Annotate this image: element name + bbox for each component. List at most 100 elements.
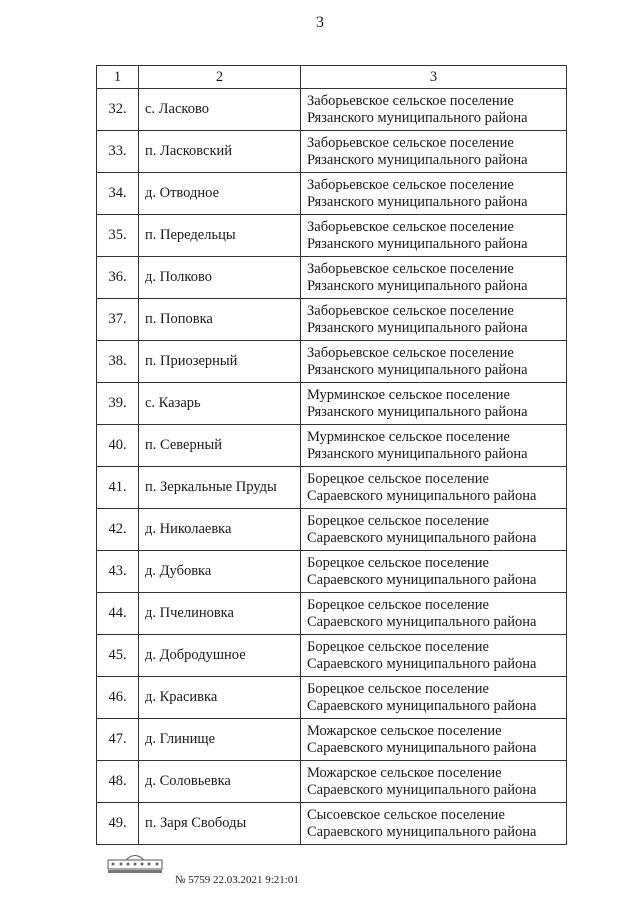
municipality: Заборьевское сельское поселение Рязанског… — [300, 88, 567, 131]
municipality-line-2: Сараевского муниципального района — [307, 655, 537, 672]
municipality: Борецкое сельское поселение Сараевского м… — [300, 550, 567, 593]
settlement-name: п. Приозерный — [138, 340, 301, 383]
municipality-line-2: Рязанского муниципального района — [307, 361, 528, 378]
municipality: Заборьевское сельское поселение Рязанског… — [300, 340, 567, 383]
municipality-line-1: Заборьевское сельское поселение — [307, 134, 514, 151]
settlement-name: д. Соловьевка — [138, 760, 301, 803]
municipality-line-2: Сараевского муниципального района — [307, 697, 537, 714]
settlement-name: д. Глинище — [138, 718, 301, 761]
row-number: 38. — [96, 340, 139, 383]
municipality-line-2: Рязанского муниципального района — [307, 193, 528, 210]
municipality-line-1: Заборьевское сельское поселение — [307, 260, 514, 277]
municipality-line-1: Мурминское сельское поселение — [307, 428, 510, 445]
row-number: 37. — [96, 298, 139, 341]
settlement-name: д. Николаевка — [138, 508, 301, 551]
municipality: Мурминское сельское поселение Рязанского … — [300, 424, 567, 467]
settlement-name: с. Ласково — [138, 88, 301, 131]
municipality: Борецкое сельское поселение Сараевского м… — [300, 508, 567, 551]
municipality-line-1: Борецкое сельское поселение — [307, 554, 489, 571]
municipality: Борецкое сельское поселение Сараевского м… — [300, 466, 567, 509]
row-number: 47. — [96, 718, 139, 761]
municipality: Борецкое сельское поселение Сараевского м… — [300, 592, 567, 635]
row-number: 44. — [96, 592, 139, 635]
table-row: 32. с. Ласково Заборьевское сельское посел… — [96, 88, 567, 131]
municipality-line-2: Сараевского муниципального района — [307, 781, 537, 798]
municipality-line-2: Сараевского муниципального района — [307, 571, 537, 588]
municipality-line-1: Сысоевское сельское поселение — [307, 806, 505, 823]
settlement-name: с. Казарь — [138, 382, 301, 425]
registration-stamp: № 5759 22.03.2021 9:21:01 — [175, 874, 299, 886]
municipality: Заборьевское сельское поселение Рязанског… — [300, 298, 567, 341]
municipality-line-2: Рязанского муниципального района — [307, 445, 528, 462]
table-row: 38. п. Приозерный Заборьевское сельское по… — [96, 340, 567, 383]
municipality-line-1: Мурминское сельское поселение — [307, 386, 510, 403]
row-number: 40. — [96, 424, 139, 467]
table-row: 47. д. Глинище Можарское сельское поселени… — [96, 718, 567, 761]
municipality-line-2: Сараевского муниципального района — [307, 487, 537, 504]
table-row: 49. п. Заря Свободы Сысоевское сельское по… — [96, 802, 567, 845]
row-number: 35. — [96, 214, 139, 257]
settlement-name: д. Дубовка — [138, 550, 301, 593]
header-col-1: 1 — [96, 65, 139, 89]
municipality-line-1: Борецкое сельское поселение — [307, 680, 489, 697]
municipality-line-2: Рязанского муниципального района — [307, 109, 528, 126]
municipality-line-1: Заборьевское сельское поселение — [307, 302, 514, 319]
municipality: Борецкое сельское поселение Сараевского м… — [300, 634, 567, 677]
municipality: Сысоевское сельское поселение Сараевского… — [300, 802, 567, 845]
row-number: 43. — [96, 550, 139, 593]
row-number: 48. — [96, 760, 139, 803]
row-number: 36. — [96, 256, 139, 299]
municipality: Мурминское сельское поселение Рязанского … — [300, 382, 567, 425]
settlement-name: п. Поповка — [138, 298, 301, 341]
municipality-line-2: Сараевского муниципального района — [307, 613, 537, 630]
row-number: 45. — [96, 634, 139, 677]
municipality-line-2: Рязанского муниципального района — [307, 235, 528, 252]
header-col-2: 2 — [138, 65, 301, 89]
row-number: 39. — [96, 382, 139, 425]
row-number: 46. — [96, 676, 139, 719]
table-row: 34. д. Отводное Заборьевское сельское посе… — [96, 172, 567, 215]
municipality: Можарское сельское поселение Сараевского … — [300, 760, 567, 803]
table-header-row: 1 2 3 — [96, 65, 567, 89]
municipality: Заборьевское сельское поселение Рязанског… — [300, 130, 567, 173]
settlements-table: 1 2 3 32. с. Ласково Заборьевское сельское… — [96, 65, 567, 845]
municipality-line-2: Сараевского муниципального района — [307, 823, 537, 840]
table-row: 41. п. Зеркальные Пруды Борецкое сельское … — [96, 466, 567, 509]
municipality-line-2: Рязанского муниципального района — [307, 277, 528, 294]
header-col-3: 3 — [300, 65, 567, 89]
municipality-line-1: Заборьевское сельское поселение — [307, 176, 514, 193]
row-number: 32. — [96, 88, 139, 131]
settlement-name: д. Отводное — [138, 172, 301, 215]
table-row: 37. п. Поповка Заборьевское сельское посел… — [96, 298, 567, 341]
table-row: 33. п. Ласковский Заборьевское сельское по… — [96, 130, 567, 173]
municipality-line-2: Рязанского муниципального района — [307, 319, 528, 336]
municipality: Заборьевское сельское поселение Рязанског… — [300, 256, 567, 299]
municipality: Можарское сельское поселение Сараевского … — [300, 718, 567, 761]
row-number: 42. — [96, 508, 139, 551]
municipality-line-1: Борецкое сельское поселение — [307, 470, 489, 487]
row-number: 41. — [96, 466, 139, 509]
municipality-line-1: Заборьевское сельское поселение — [307, 218, 514, 235]
building-logo-icon — [107, 855, 163, 873]
table-row: 46. д. Красивка Борецкое сельское поселени… — [96, 676, 567, 719]
row-number: 49. — [96, 802, 139, 845]
row-number: 34. — [96, 172, 139, 215]
table-row: 48. д. Соловьевка Можарское сельское посел… — [96, 760, 567, 803]
settlement-name: д. Пчелиновка — [138, 592, 301, 635]
settlement-name: п. Передельцы — [138, 214, 301, 257]
page-number: 3 — [316, 14, 324, 31]
municipality: Борецкое сельское поселение Сараевского м… — [300, 676, 567, 719]
table-row: 45. д. Добродушное Борецкое сельское посел… — [96, 634, 567, 677]
table-row: 43. д. Дубовка Борецкое сельское поселение… — [96, 550, 567, 593]
municipality-line-1: Можарское сельское поселение — [307, 764, 502, 781]
municipality-line-1: Борецкое сельское поселение — [307, 638, 489, 655]
table-row: 44. д. Пчелиновка Борецкое сельское поселе… — [96, 592, 567, 635]
municipality-line-2: Сараевского муниципального района — [307, 529, 537, 546]
settlement-name: д. Полково — [138, 256, 301, 299]
municipality-line-1: Заборьевское сельское поселение — [307, 92, 514, 109]
settlement-name: п. Северный — [138, 424, 301, 467]
municipality-line-2: Сараевского муниципального района — [307, 739, 537, 756]
settlement-name: п. Заря Свободы — [138, 802, 301, 845]
municipality: Заборьевское сельское поселение Рязанског… — [300, 172, 567, 215]
settlement-name: д. Красивка — [138, 676, 301, 719]
